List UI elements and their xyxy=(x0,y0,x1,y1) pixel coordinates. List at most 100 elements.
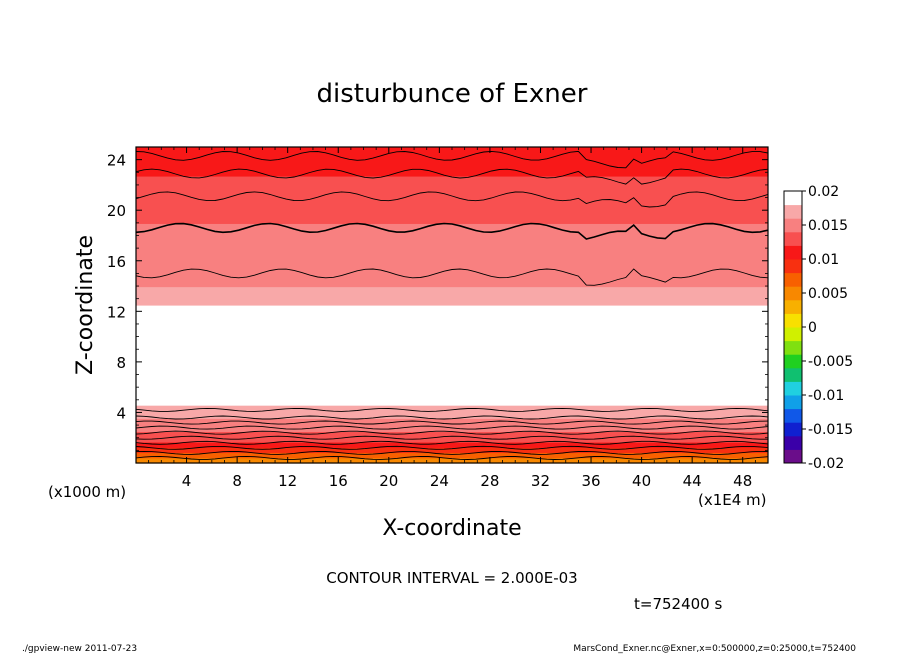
y-tick-label: 20 xyxy=(107,202,126,220)
band-strip xyxy=(136,289,768,293)
band-strip xyxy=(136,402,768,406)
colorbar-segment xyxy=(784,422,802,437)
colorbar-segment xyxy=(784,354,802,369)
band-strip xyxy=(136,436,768,440)
band-strip xyxy=(136,391,768,396)
footer-left: ./gpview-new 2011-07-23 xyxy=(22,644,137,654)
x-tick-label: 40 xyxy=(632,472,651,490)
band-strip xyxy=(136,434,768,438)
band-strip xyxy=(136,315,768,319)
contour-line xyxy=(135,420,769,425)
colorbar-segment xyxy=(784,367,802,382)
y-tick-label: 16 xyxy=(107,253,126,271)
band-strip xyxy=(136,412,768,417)
band-strip xyxy=(136,152,768,156)
band-strip xyxy=(136,149,768,153)
contour-line xyxy=(135,435,768,440)
band-strip xyxy=(136,389,768,393)
band-strip xyxy=(136,373,768,377)
band-strip xyxy=(136,344,768,348)
band-strip xyxy=(136,362,768,367)
band-strip xyxy=(136,199,768,203)
time-text: t=752400 s xyxy=(634,595,722,613)
band-strip xyxy=(136,265,768,269)
band-strip xyxy=(136,347,768,351)
contour-line xyxy=(135,407,769,412)
band-strip xyxy=(136,386,768,390)
band-strip xyxy=(136,249,768,253)
band-strip xyxy=(136,357,768,361)
y-tick-label: 12 xyxy=(107,303,126,321)
band-strip xyxy=(136,241,768,246)
band-strip xyxy=(136,207,768,211)
band-strip xyxy=(136,312,768,317)
x-tick-label: 28 xyxy=(480,472,499,490)
band-strip xyxy=(136,173,768,177)
band-strip xyxy=(136,349,768,353)
band-strip xyxy=(136,381,768,385)
colorbar-segment xyxy=(784,340,802,355)
y-axis-label: Z-coordinate xyxy=(73,235,98,375)
band-strip xyxy=(136,154,768,159)
band-strip xyxy=(136,352,768,356)
band-strip xyxy=(136,170,768,174)
band-strip xyxy=(136,252,768,256)
colorbar-segment xyxy=(784,218,802,233)
band-strip xyxy=(136,286,768,290)
x-axis-label: X-coordinate xyxy=(382,516,521,541)
band-strip xyxy=(136,168,768,172)
band-strip xyxy=(136,270,768,274)
band-strip xyxy=(136,260,768,264)
colorbar-segment xyxy=(784,286,802,301)
colorbar-label: 0 xyxy=(808,320,817,336)
contour-line xyxy=(135,425,769,430)
band-strip xyxy=(136,204,768,209)
band-strip xyxy=(136,368,768,372)
band-strip xyxy=(136,294,768,298)
band-strip xyxy=(136,247,768,251)
x-tick-label: 48 xyxy=(733,472,752,490)
contour-line xyxy=(135,222,769,240)
band-strip xyxy=(136,339,768,343)
band-strip xyxy=(136,160,768,164)
colorbar-segment xyxy=(784,259,802,274)
colorbar-segment xyxy=(784,327,802,342)
x-axis-ticks: 4 8 12 16 20 24 28 32 36 40 44 48 xyxy=(148,147,756,490)
band-strip xyxy=(136,257,768,261)
band-strip xyxy=(136,376,768,380)
band-strip xyxy=(136,370,768,375)
band-strip xyxy=(136,328,768,332)
y-tick-label: 4 xyxy=(116,404,126,422)
band-strip xyxy=(136,183,768,188)
contour-line xyxy=(135,268,769,286)
band-strip xyxy=(136,318,768,322)
band-strip xyxy=(136,307,768,311)
colorbar-label: -0.005 xyxy=(808,354,853,370)
band-strip xyxy=(136,215,768,219)
colorbar-segment xyxy=(784,313,802,328)
band-strip xyxy=(136,431,768,435)
band-strip xyxy=(136,399,768,404)
colorbar-segment xyxy=(784,408,802,423)
band-strip xyxy=(136,236,768,240)
band-strip xyxy=(136,181,768,185)
colorbar-label: 0.02 xyxy=(808,184,839,200)
x-tick-label: 8 xyxy=(232,472,242,490)
contour-line xyxy=(135,430,769,435)
band-strip xyxy=(136,410,768,414)
colorbar-label: 0.01 xyxy=(808,252,839,268)
band-strip xyxy=(136,276,768,280)
band-strip xyxy=(136,299,768,303)
x-tick-label: 44 xyxy=(683,472,702,490)
colorbar-segment xyxy=(784,191,802,206)
contour-line xyxy=(135,445,769,450)
band-strip xyxy=(136,405,768,409)
contour-line xyxy=(135,440,769,445)
y-tick-label: 8 xyxy=(116,354,126,372)
x-tick-label: 16 xyxy=(329,472,348,490)
band-strip xyxy=(136,331,768,335)
band-strip xyxy=(136,365,768,369)
chart-title: disturbunce of Exner xyxy=(317,79,588,109)
